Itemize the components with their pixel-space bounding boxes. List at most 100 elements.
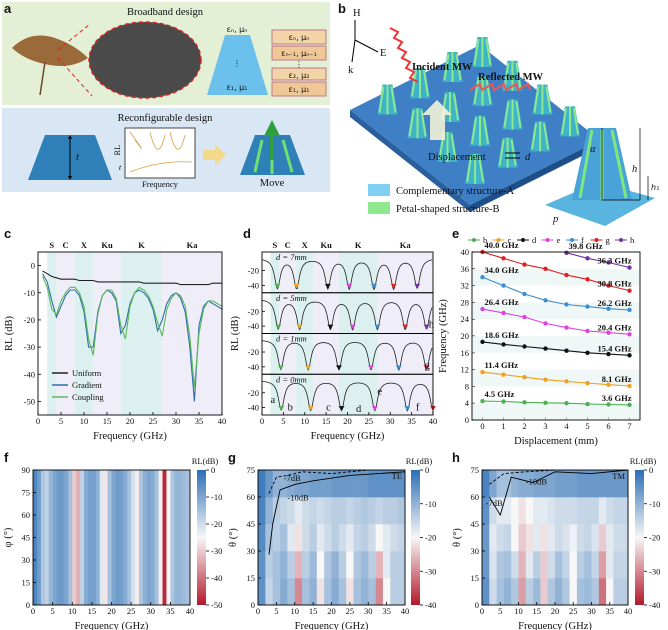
cell [555,551,563,579]
cell [309,524,318,552]
legend-label: d [532,235,537,245]
point [501,256,506,261]
x-tick-label: 15 [88,606,97,616]
x-tick-label: 30 [587,606,596,616]
panel-letter: g [228,450,236,465]
cell [562,497,570,525]
y-axis-label: RL (dB) [4,316,15,351]
point [543,346,548,351]
reconfigurable-title: Reconfigurable design [118,113,214,124]
panel-letter: a [4,1,12,16]
point [522,344,527,349]
x-tick-label: 20 [327,606,336,616]
cell [346,470,354,498]
cell [533,497,541,525]
petals [466,153,485,184]
cell [525,470,534,498]
point [627,353,632,358]
mode-label: e [377,386,382,397]
point [564,348,569,353]
cell [489,470,497,498]
stripe [472,403,640,420]
cell [562,551,570,579]
cell [503,551,512,579]
dip-marker [395,365,402,370]
value-label: 34.0 GHz [485,265,519,275]
cell [562,524,570,552]
incident-label: Incident MW [412,62,473,73]
x-tick-label: 1 [501,421,505,431]
cell [324,470,332,498]
cell [390,497,398,525]
x-tick-label: 35 [195,416,204,426]
cell [569,551,578,579]
dip-marker [346,283,353,289]
point [564,302,569,307]
colorbar-tick-label: -10 [211,492,222,502]
point [543,298,548,303]
cell [511,470,519,498]
cell [80,470,85,606]
cone-label: ⋮ [233,59,241,68]
band-label: C [285,240,291,250]
cell [294,524,303,552]
x-tick-label: 5 [59,416,63,426]
legend-label: Coupling [72,392,104,402]
series-line [42,276,223,388]
cell [331,524,340,552]
cell [87,470,93,606]
cell [591,578,600,606]
y-tick-label: -40 [248,280,259,290]
cell [482,497,490,525]
resonance-curve [261,380,433,412]
cell [135,470,140,606]
cell [162,470,167,606]
cell [496,524,505,552]
y-tick-label: 0 [251,600,255,610]
panel-b-labels: Incident MW Reflected MW Displacement d … [389,27,659,226]
cell [489,497,497,525]
y-tick-label: -30 [24,342,35,352]
cell [569,524,578,552]
y-axis-label: θ (°) [228,528,239,547]
cell [280,470,288,498]
point [543,400,548,405]
cell [146,470,152,606]
cell [338,470,347,498]
colorbar-tick-label: -30 [211,546,222,556]
cell [338,578,347,606]
contour [268,469,369,494]
surface-zoom [88,21,202,99]
cell [503,497,512,525]
value-label: 26.2 GHz [598,298,632,308]
point [480,306,485,312]
cell [103,470,108,606]
inset-t: t [119,162,122,172]
point [480,275,485,280]
y-axis-label: Frequency (GHz) [438,299,449,373]
cell [338,497,347,525]
cell [555,497,563,525]
dip-marker [327,324,334,330]
cell [576,497,585,525]
y-axis-label: φ (°) [3,527,14,547]
legend-label: g [606,235,611,245]
cell [338,551,347,579]
colorbar-tick-label: -30 [425,566,436,576]
point [585,304,590,309]
cell [138,470,144,606]
y-tick-label: 12 [461,365,470,375]
cell [511,524,519,552]
dim-alpha: α [590,144,596,155]
band-label: S [49,240,54,250]
x-tick-label: 30 [172,416,181,426]
x-tick-label: 15 [309,606,318,616]
cell [533,578,541,606]
point [522,374,527,380]
reflected-label: Reflected MW [478,72,544,83]
y-tick-label: 75 [247,465,256,475]
colorbar-tick-label: -30 [649,566,660,576]
cell [99,470,104,606]
value-label: 30.8 GHz [598,279,632,289]
y-tick-label: 75 [22,488,31,498]
